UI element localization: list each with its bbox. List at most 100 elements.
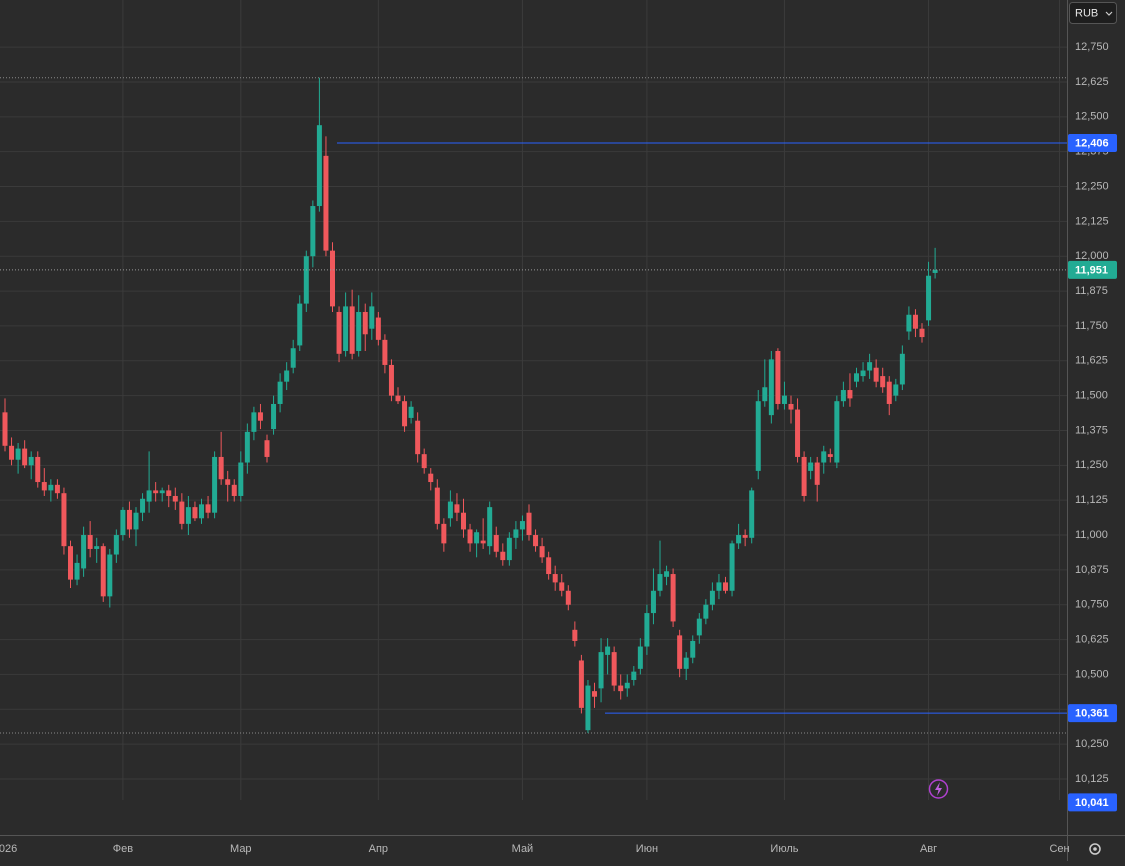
candle-body (624, 682, 630, 689)
candle-body (264, 440, 270, 457)
y-tick-label: 11,250 (1075, 459, 1108, 471)
candle-body (382, 339, 388, 365)
candle-body (637, 646, 643, 669)
candle-body (644, 613, 650, 647)
candle-body (533, 535, 539, 547)
y-tick-label: 12,000 (1075, 250, 1109, 262)
dropdown-box[interactable] (1069, 2, 1117, 24)
price-badge-label: 12,406 (1075, 137, 1109, 149)
y-tick-label: 10,125 (1075, 773, 1109, 785)
candle-body (41, 482, 47, 491)
candle-body (238, 462, 244, 496)
y-tick-label: 10,875 (1075, 564, 1109, 576)
alert-icon[interactable] (928, 779, 949, 799)
settings-gear-center[interactable] (1093, 847, 1097, 851)
y-tick-label: 10,250 (1075, 738, 1109, 750)
candle-body (795, 409, 801, 457)
candle-body (277, 381, 283, 404)
price-badge-label: 10,361 (1075, 708, 1109, 720)
candle-body (762, 387, 768, 402)
candle-body (61, 493, 67, 547)
candle-body (703, 604, 709, 619)
y-tick-label: 11,500 (1075, 390, 1108, 402)
candle-body (657, 574, 663, 591)
candle-body (912, 314, 918, 329)
candle-body (749, 490, 755, 538)
x-tick-label: Сен (1049, 843, 1069, 855)
candle-body (742, 535, 748, 538)
candle-body (388, 364, 394, 396)
candle-body (369, 306, 375, 329)
candle-body (513, 529, 519, 538)
y-tick-label: 11,000 (1075, 529, 1108, 541)
candle-body (664, 571, 670, 577)
candle-body (290, 348, 296, 368)
candle-body (611, 652, 617, 686)
candle-body (330, 250, 335, 307)
y-tick-label: 11,875 (1075, 285, 1108, 297)
candle-body (461, 512, 466, 530)
candle-body (375, 317, 381, 340)
candle-body (552, 574, 558, 583)
candle-body (716, 582, 722, 591)
x-tick-label: Апр (369, 843, 388, 855)
candle-body (539, 546, 545, 558)
candle-body (140, 498, 146, 513)
candle-body (192, 507, 198, 519)
settings-button[interactable] (1089, 843, 1101, 855)
candle-body (723, 582, 728, 591)
candle-body (244, 431, 250, 463)
candle-body (650, 590, 656, 614)
candle-body (441, 523, 447, 544)
y-tick-label: 11,750 (1075, 320, 1108, 332)
y-tick-label: 12,500 (1075, 111, 1109, 123)
x-tick-label: Июль (770, 843, 798, 855)
candle-body (578, 660, 584, 708)
candle-body (74, 562, 80, 580)
candle-body (768, 359, 774, 416)
candle-body (886, 381, 892, 404)
candle-body (546, 557, 552, 575)
candle-body (519, 521, 525, 530)
plot-layer (0, 77, 1067, 734)
candle-body (166, 490, 172, 496)
y-tick-label: 11,625 (1075, 355, 1108, 367)
candle-body (729, 543, 735, 591)
candle-body (827, 454, 833, 457)
y-tick-label: 10,625 (1075, 633, 1109, 645)
candle-body (225, 479, 231, 485)
candle-body (880, 376, 886, 388)
y-tick-label: 10,750 (1075, 599, 1109, 611)
candle-body (480, 540, 486, 544)
candle-body (421, 454, 427, 469)
candle-body (22, 448, 28, 466)
candle-body (755, 401, 761, 471)
candle-body (572, 629, 578, 641)
candle-body (297, 303, 303, 346)
x-tick-label: Июн (636, 843, 658, 855)
candle-body (932, 269, 938, 273)
price-badge-label: 10,041 (1075, 797, 1109, 809)
candle-body (343, 306, 349, 352)
dropdown-arrow[interactable] (1105, 11, 1113, 16)
dropdown-label[interactable]: RUB (1075, 7, 1098, 19)
candle-body (271, 403, 277, 430)
candle-body (153, 490, 159, 494)
candle-body (447, 501, 453, 519)
price-badge (1068, 260, 1117, 279)
candle-body (893, 384, 899, 396)
candle-body (120, 509, 126, 536)
currency-dropdown[interactable]: RUB (1069, 2, 1117, 24)
candle-body (474, 532, 480, 544)
settings-gear[interactable] (1089, 843, 1101, 855)
candle-body (585, 685, 591, 731)
alert-bolt[interactable] (935, 782, 942, 796)
candle-body (860, 370, 866, 377)
candle-body (919, 328, 925, 338)
candle-body (179, 501, 185, 524)
candle-body (677, 635, 683, 669)
candle-body (28, 456, 34, 466)
candle-body (316, 125, 322, 207)
